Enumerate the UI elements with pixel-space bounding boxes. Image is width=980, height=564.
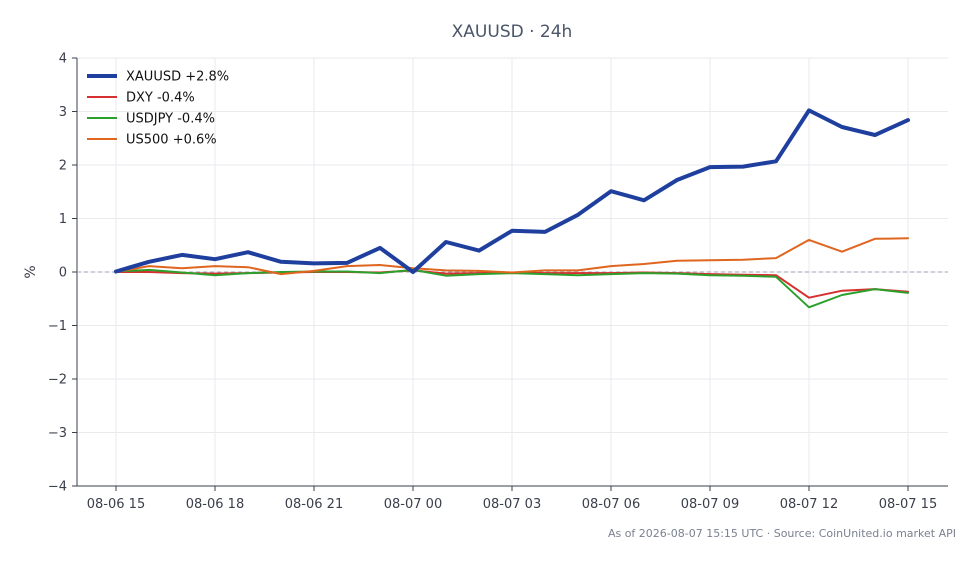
y-tick-label: 1 — [59, 212, 67, 227]
footer-source: As of 2026-08-07 15:15 UTC · Source: Coi… — [608, 527, 956, 540]
y-tick-label: 4 — [59, 52, 67, 67]
x-tick-label: 08-06 18 — [186, 497, 244, 512]
x-tick-label: 08-06 21 — [285, 497, 343, 512]
x-tick-label: 08-06 15 — [87, 497, 145, 512]
y-tick-label: 0 — [59, 266, 67, 281]
legend: XAUUSD +2.8% DXY -0.4% USDJPY -0.4% US500 +… — [87, 70, 229, 148]
legend-label-1: DXY -0.4% — [126, 91, 195, 106]
series-line-3 — [115, 237, 909, 276]
chart-title: XAUUSD · 24h — [452, 22, 573, 42]
y-axis-ticks: −4 −3 −2 −1 0 1 2 3 4 — [48, 52, 77, 495]
y-tick-label: −1 — [48, 319, 67, 334]
legend-label-2: USDJPY -0.4% — [126, 112, 215, 127]
x-tick-label: 08-07 00 — [384, 497, 442, 512]
y-tick-label: 3 — [59, 105, 67, 120]
x-tick-label: 08-07 15 — [879, 497, 937, 512]
series-group — [114, 108, 910, 309]
y-tick-label: −2 — [48, 373, 67, 388]
legend-label-0: XAUUSD +2.8% — [126, 70, 229, 85]
x-tick-label: 08-07 03 — [483, 497, 541, 512]
y-tick-label: −4 — [48, 480, 67, 495]
x-tick-label: 08-07 06 — [582, 497, 640, 512]
series-line-0 — [114, 108, 910, 274]
y-tick-label: −3 — [48, 426, 67, 441]
y-tick-label: 2 — [59, 159, 67, 174]
x-tick-label: 08-07 09 — [681, 497, 739, 512]
legend-label-3: US500 +0.6% — [126, 133, 217, 148]
x-tick-label: 08-07 12 — [780, 497, 838, 512]
y-axis-label: % — [23, 265, 39, 278]
x-axis-ticks: 08-06 15 08-06 18 08-06 21 08-07 00 08-07 03… — [87, 486, 937, 512]
